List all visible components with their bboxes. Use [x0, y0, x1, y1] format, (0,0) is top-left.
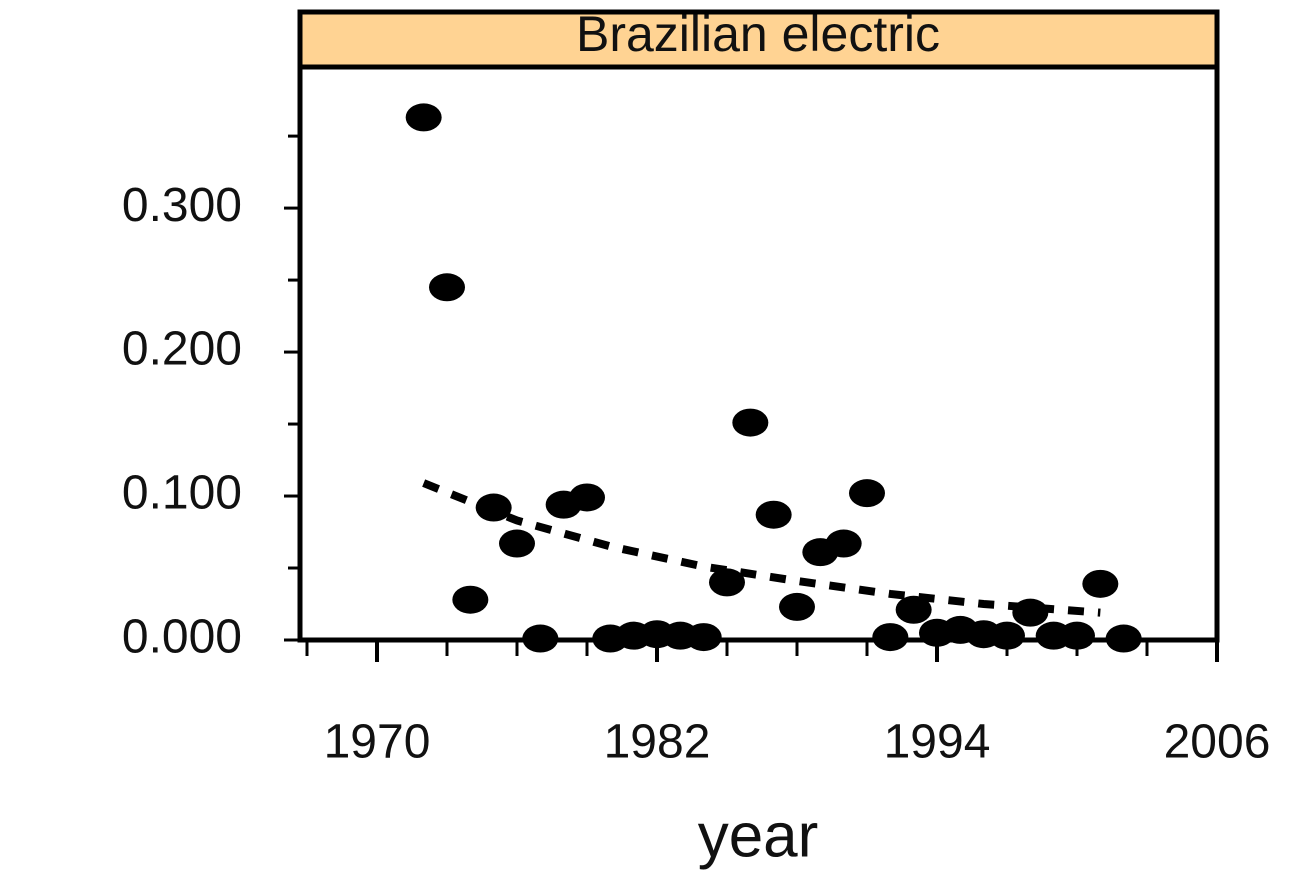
- x-tick-label: 1982: [604, 716, 711, 769]
- point: [429, 273, 465, 302]
- point: [1105, 624, 1142, 653]
- panel: [297, 64, 1220, 643]
- x-tick-label: 1970: [324, 716, 431, 769]
- point: [849, 479, 885, 508]
- strip-title: Brazilian electric: [576, 6, 940, 62]
- trend-line: [422, 479, 1101, 617]
- point: [779, 592, 815, 621]
- point: [405, 103, 442, 132]
- point: [989, 621, 1025, 650]
- y-tick-label: 0.100: [122, 467, 242, 520]
- x-tick-label: 1994: [884, 716, 991, 769]
- point: [685, 623, 722, 652]
- point: [569, 483, 605, 512]
- point: [825, 529, 862, 558]
- point: [499, 529, 535, 558]
- point: [709, 568, 745, 597]
- point: [755, 500, 792, 529]
- point: [522, 624, 559, 653]
- point: [732, 408, 769, 437]
- point: [1059, 621, 1095, 650]
- point: [895, 595, 932, 624]
- x-axis-label: year: [698, 801, 819, 870]
- y-tick-label: 0.000: [122, 611, 242, 664]
- point: [1082, 569, 1119, 598]
- point: [872, 623, 909, 652]
- y-tick-label: 0.300: [122, 179, 242, 232]
- y-tick-label: 0.200: [122, 323, 242, 376]
- x-tick-label: 2006: [1164, 716, 1271, 769]
- point: [452, 585, 489, 614]
